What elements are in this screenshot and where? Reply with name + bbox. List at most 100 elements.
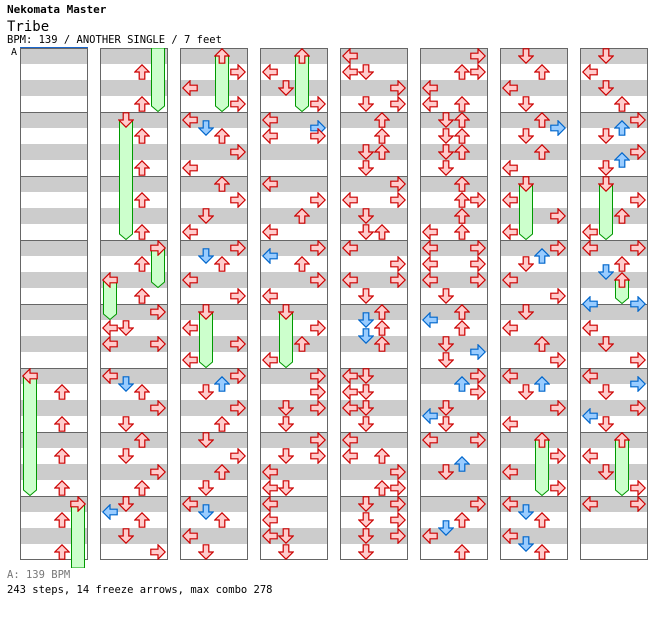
left-arrow-icon bbox=[261, 511, 278, 529]
beat-stripe bbox=[21, 272, 87, 288]
measure-divider bbox=[260, 112, 328, 113]
down-arrow-icon bbox=[117, 496, 135, 513]
beat-stripe bbox=[581, 48, 647, 64]
right-arrow-icon bbox=[390, 255, 407, 273]
down-arrow-icon bbox=[437, 336, 455, 353]
down-arrow-icon bbox=[197, 504, 215, 521]
beat-stripe bbox=[501, 496, 567, 512]
down-arrow-icon bbox=[197, 120, 215, 137]
up-arrow-icon bbox=[533, 111, 551, 128]
up-arrow-icon bbox=[53, 543, 71, 560]
down-arrow-icon bbox=[277, 304, 295, 321]
right-arrow-icon bbox=[390, 511, 407, 529]
beat-stripe bbox=[261, 528, 327, 544]
measure-divider bbox=[580, 240, 648, 241]
down-arrow-icon bbox=[357, 144, 375, 161]
beat-stripe bbox=[421, 432, 487, 448]
measure-divider bbox=[580, 368, 648, 369]
beat-stripe bbox=[21, 240, 87, 256]
down-arrow-icon bbox=[517, 176, 535, 193]
measure-divider bbox=[100, 240, 168, 241]
right-arrow-icon bbox=[230, 335, 247, 353]
beat-stripe bbox=[581, 144, 647, 160]
beat-stripe bbox=[421, 496, 487, 512]
right-arrow-icon bbox=[550, 351, 567, 369]
beat-stripe bbox=[261, 368, 327, 384]
right-arrow-icon bbox=[150, 239, 167, 257]
down-arrow-icon bbox=[357, 416, 375, 433]
left-arrow-icon bbox=[261, 495, 278, 513]
right-arrow-icon bbox=[390, 175, 407, 193]
down-arrow-icon bbox=[357, 368, 375, 385]
chart-stats: 243 steps, 14 freeze arrows, max combo 2… bbox=[7, 584, 273, 596]
right-arrow-icon bbox=[550, 287, 567, 305]
beat-stripe bbox=[181, 528, 247, 544]
beat-stripe bbox=[501, 176, 567, 192]
left-arrow-icon bbox=[261, 63, 278, 81]
up-arrow-icon bbox=[373, 335, 391, 352]
up-arrow-icon bbox=[133, 511, 151, 528]
measure-divider bbox=[420, 496, 488, 497]
up-arrow-icon bbox=[613, 95, 631, 112]
beat-stripe bbox=[101, 336, 167, 352]
down-arrow-icon bbox=[357, 64, 375, 81]
beat-stripe bbox=[501, 48, 567, 64]
up-arrow-icon bbox=[133, 287, 151, 304]
right-arrow-icon bbox=[150, 303, 167, 321]
right-arrow-icon bbox=[470, 495, 487, 513]
beat-stripe bbox=[261, 432, 327, 448]
down-arrow-icon bbox=[437, 416, 455, 433]
freeze-arrow-body bbox=[199, 311, 213, 372]
down-arrow-icon bbox=[357, 384, 375, 401]
up-arrow-icon bbox=[53, 511, 71, 528]
down-arrow-icon bbox=[437, 128, 455, 145]
down-arrow-icon bbox=[357, 312, 375, 329]
up-arrow-icon bbox=[453, 303, 471, 320]
beat-stripe bbox=[261, 112, 327, 128]
up-arrow-icon bbox=[533, 511, 551, 528]
column-frame bbox=[20, 48, 88, 560]
down-arrow-icon bbox=[277, 544, 295, 561]
beat-stripe bbox=[181, 336, 247, 352]
left-arrow-icon bbox=[101, 367, 118, 385]
down-arrow-icon bbox=[517, 304, 535, 321]
beat-stripe bbox=[21, 80, 87, 96]
left-arrow-icon bbox=[181, 527, 198, 545]
up-arrow-icon bbox=[293, 207, 311, 224]
beat-stripe bbox=[101, 144, 167, 160]
down-arrow-icon bbox=[437, 400, 455, 417]
measure-divider bbox=[100, 368, 168, 369]
measure-divider bbox=[100, 112, 168, 113]
measure-divider bbox=[580, 112, 648, 113]
beat-stripe bbox=[421, 336, 487, 352]
up-arrow-icon bbox=[213, 255, 231, 272]
measure-divider bbox=[20, 432, 88, 433]
up-arrow-icon bbox=[373, 303, 391, 320]
right-arrow-icon bbox=[230, 367, 247, 385]
left-arrow-icon bbox=[261, 127, 278, 145]
freeze-arrow-body bbox=[519, 183, 533, 244]
beat-stripe bbox=[581, 496, 647, 512]
measure-divider bbox=[340, 240, 408, 241]
right-arrow-icon bbox=[630, 351, 647, 369]
column-frame bbox=[100, 48, 168, 560]
up-arrow-icon bbox=[373, 479, 391, 496]
up-arrow-icon bbox=[533, 247, 551, 264]
down-arrow-icon bbox=[597, 264, 615, 281]
up-arrow-icon bbox=[133, 255, 151, 272]
right-arrow-icon bbox=[470, 383, 487, 401]
down-arrow-icon bbox=[437, 160, 455, 177]
measure-divider bbox=[180, 112, 248, 113]
up-arrow-icon bbox=[453, 207, 471, 224]
left-arrow-icon bbox=[501, 79, 518, 97]
left-arrow-icon bbox=[501, 319, 518, 337]
right-arrow-icon bbox=[470, 255, 487, 273]
down-arrow-icon bbox=[197, 544, 215, 561]
right-arrow-icon bbox=[230, 63, 247, 81]
up-arrow-icon bbox=[133, 63, 151, 80]
beat-stripe bbox=[341, 528, 407, 544]
beat-stripe bbox=[261, 496, 327, 512]
down-arrow-icon bbox=[517, 48, 535, 65]
beat-stripe bbox=[261, 144, 327, 160]
left-arrow-icon bbox=[261, 111, 278, 129]
